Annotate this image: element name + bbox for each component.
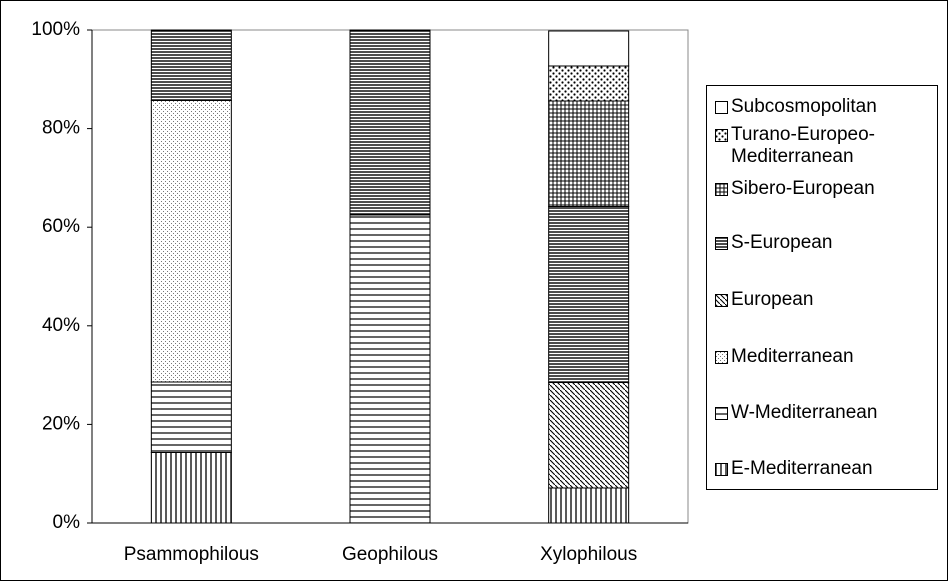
bar-segment [150,381,232,454]
legend-swatch [715,294,728,307]
legend-label: Turano-Europeo-Mediterranean [731,124,875,167]
legend-item: European [715,289,937,311]
bar-segment [548,30,630,67]
bar-segment [548,487,630,524]
y-tick-label: 0% [53,512,81,533]
x-tick-label: Xylophilous [540,544,637,565]
legend-item: Mediterranean [715,346,937,368]
legend-swatch [715,407,728,420]
y-tick-label: 80% [42,118,80,139]
legend-item: Subcosmopolitan [715,96,937,118]
legend-swatch [715,183,728,196]
bar-segment [548,205,630,383]
legend-swatch-rect [715,351,728,364]
legend-label: Sibero-European [731,178,875,199]
legend-item: Turano-Europeo-Mediterranean [715,124,937,168]
legend-item: S-European [715,232,937,254]
legend-label: S-European [731,232,833,253]
legend-swatch-rect [715,407,728,420]
legend-label: E-Mediterranean [731,458,873,479]
legend-label: Subcosmopolitan [731,96,877,117]
bar-segment [150,452,232,524]
legend-swatch-rect [715,101,728,114]
legend-item: Sibero-European [715,178,937,200]
legend-label: European [731,289,814,310]
legend-swatch [715,463,728,476]
bar-segment [349,214,431,524]
y-tick-label: 20% [42,413,80,434]
bar-segment [150,29,232,101]
y-tick-label: 60% [42,216,80,237]
bar-segment [548,381,630,489]
bar-segment [548,100,630,207]
legend-label: W-Mediterranean [731,402,878,423]
legend-swatch-rect [715,237,728,250]
legend-swatch-rect [715,129,728,142]
y-tick-label: 100% [31,19,80,40]
legend: Subcosmopolitan Turano-Europeo-Mediterran… [706,85,938,490]
legend-swatch [715,101,728,114]
legend-swatch [715,129,728,142]
legend-swatch [715,237,728,250]
x-tick-label: Geophilous [342,544,438,565]
bar-segment [150,99,232,383]
legend-label: Mediterranean [731,346,854,367]
bar-segment [349,29,431,216]
legend-item: W-Mediterranean [715,402,937,424]
legend-swatch [715,351,728,364]
bar-segment [548,65,630,102]
legend-swatch-rect [715,463,728,476]
y-tick-label: 40% [42,315,80,336]
legend-swatch-rect [715,183,728,196]
legend-item: E-Mediterranean [715,458,937,480]
legend-swatch-rect [715,294,728,307]
x-tick-label: Psammophilous [124,544,259,565]
